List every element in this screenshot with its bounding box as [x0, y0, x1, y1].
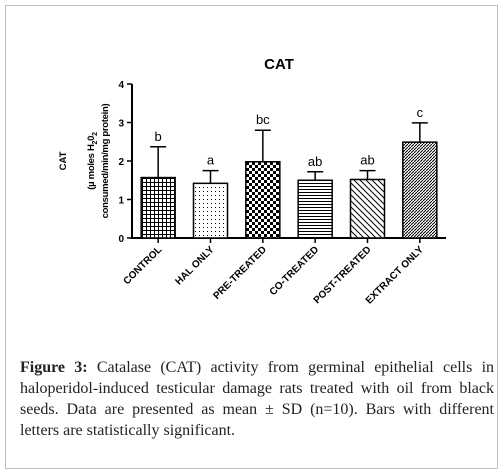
- y-axis-unit-line2: consumed/min/mg protein): [100, 104, 111, 219]
- y-tick-label: 2: [118, 157, 124, 168]
- bar-chart: CAT CAT (µ moles H202 consumed/min/mg pr…: [58, 56, 446, 306]
- significance-letter: a: [207, 153, 215, 168]
- figure-frame: CAT CAT (µ moles H202 consumed/min/mg pr…: [5, 5, 498, 469]
- significance-letter: ab: [308, 154, 322, 169]
- y-axis-unit-label: (µ moles H202 consumed/min/mg protein): [86, 104, 111, 219]
- bar: [349, 178, 386, 239]
- figure-caption-text: Catalase (CAT) activity from germinal ep…: [20, 359, 495, 439]
- y-axis-unit-part: (µ moles H: [86, 144, 97, 190]
- bar: [245, 161, 281, 239]
- y-tick-label: 3: [118, 119, 124, 130]
- y-axis-label: CAT: [58, 151, 69, 170]
- bar: [140, 176, 176, 239]
- svg-text:(µ moles H202: (µ moles H202: [86, 132, 99, 190]
- x-tick-label: HAL ONLY: [173, 244, 216, 287]
- y-tick-label: 0: [118, 234, 124, 245]
- figure-caption-label: Figure 3:: [20, 359, 88, 376]
- x-tick-label: EXTRACT ONLY: [364, 244, 426, 306]
- bar: [402, 141, 438, 239]
- significance-letter: bc: [256, 112, 270, 127]
- chart-title: CAT: [264, 56, 294, 73]
- y-axis-unit-part: 0: [86, 136, 97, 141]
- y-axis-label-prefix: CAT: [58, 151, 69, 170]
- x-tick-label: PRE-TREATED: [211, 244, 269, 302]
- y-axis-unit-sub: 2: [92, 140, 99, 144]
- y-axis-unit-sub: 2: [92, 132, 99, 136]
- significance-letter: b: [155, 129, 162, 144]
- significance-letter: c: [417, 105, 424, 120]
- x-tick-label: CO-TREATED: [268, 244, 322, 298]
- figure-caption: Figure 3: Catalase (CAT) activity from g…: [20, 357, 494, 441]
- y-tick-label: 1: [118, 196, 124, 207]
- significance-letter: ab: [360, 153, 374, 168]
- y-tick-label: 4: [118, 80, 124, 91]
- bar: [297, 179, 333, 239]
- bar: [192, 182, 229, 239]
- x-tick-label: CONTROL: [122, 244, 165, 287]
